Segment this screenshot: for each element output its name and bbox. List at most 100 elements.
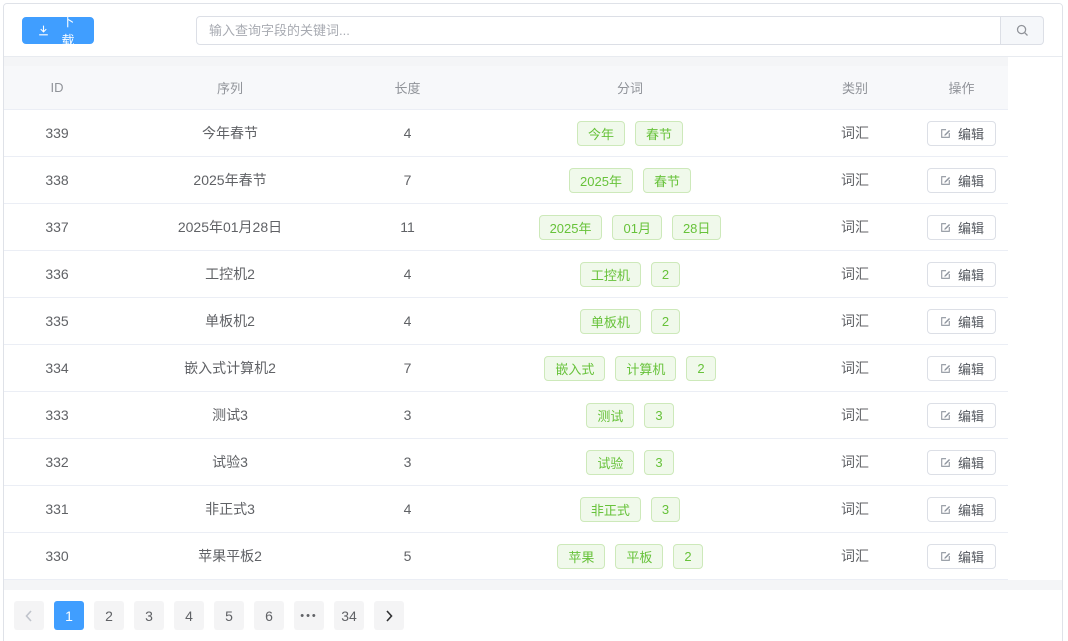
cell-tokens: 今年 春节	[465, 120, 795, 146]
edit-button[interactable]: 编辑	[926, 214, 996, 240]
edit-button[interactable]: 编辑	[926, 120, 996, 146]
cell-length: 3	[403, 454, 412, 470]
edit-icon	[939, 550, 952, 563]
col-header-sequence: 序列	[216, 81, 243, 96]
search-input[interactable]	[196, 15, 1001, 45]
table-row: 334 嵌入式计算机2 7 嵌入式 计算机 2 词汇 编辑	[4, 345, 1008, 392]
token-tag: 测试	[586, 402, 635, 428]
token-tag: 试验	[586, 449, 635, 475]
pager-page-6[interactable]: 6	[254, 601, 284, 630]
cell-length: 3	[403, 407, 412, 423]
cell-id: 331	[45, 501, 69, 517]
col-header-category: 类别	[841, 81, 868, 96]
download-button[interactable]: 下载	[22, 14, 94, 48]
cell-id: 336	[45, 266, 69, 282]
token-tag: 春节	[635, 120, 684, 146]
table-row: 330 苹果平板2 5 苹果 平板 2 词汇 编辑	[4, 533, 1008, 580]
edit-button[interactable]: 编辑	[926, 496, 996, 522]
cell-actions: 编辑	[915, 449, 1008, 475]
token-tag: 2025年	[538, 214, 603, 240]
cell-sequence: 今年春节	[202, 125, 258, 141]
edit-icon	[939, 456, 952, 469]
token-tag: 春节	[642, 167, 691, 193]
token-tag: 苹果	[557, 543, 606, 569]
words-table: ID 序列 长度 分词 类别 操作 339 今年春节 4 今年 春节 词汇	[4, 66, 1008, 580]
cell-tokens: 非正式 3	[465, 496, 795, 522]
pager-page-1[interactable]: 1	[54, 601, 84, 630]
token-tag: 28日	[671, 214, 722, 240]
token-tag: 计算机	[615, 355, 677, 381]
cell-sequence: 单板机2	[205, 313, 255, 329]
edit-icon	[939, 503, 952, 516]
content-card: 下载 ID 序列 长度	[3, 3, 1063, 641]
cell-length: 4	[403, 266, 412, 282]
cell-actions: 编辑	[915, 402, 1008, 428]
token-tag: 3	[644, 402, 674, 428]
table-row: 331 非正式3 4 非正式 3 词汇 编辑	[4, 486, 1008, 533]
search-group	[196, 15, 1044, 45]
edit-icon	[939, 268, 952, 281]
cell-sequence: 苹果平板2	[198, 548, 262, 564]
edit-button-label: 编辑	[957, 502, 984, 518]
edit-button[interactable]: 编辑	[926, 167, 996, 193]
cell-tokens: 苹果 平板 2	[465, 543, 795, 569]
pager-page-3[interactable]: 3	[134, 601, 164, 630]
col-header-length: 长度	[394, 81, 421, 96]
cell-actions: 编辑	[915, 214, 1008, 240]
section-divider	[4, 580, 1062, 590]
edit-button[interactable]: 编辑	[926, 261, 996, 287]
cell-category: 词汇	[841, 548, 869, 564]
cell-sequence: 工控机2	[205, 266, 255, 282]
token-tag: 非正式	[579, 496, 641, 522]
table-row: 338 2025年春节 7 2025年 春节 词汇 编辑	[4, 157, 1008, 204]
col-header-id: ID	[50, 80, 64, 95]
cell-actions: 编辑	[915, 543, 1008, 569]
cell-actions: 编辑	[915, 355, 1008, 381]
pager-page-34[interactable]: 34	[334, 601, 364, 630]
cell-actions: 编辑	[915, 308, 1008, 334]
cell-id: 333	[45, 407, 69, 423]
cell-sequence: 2025年01月28日	[177, 219, 283, 235]
cell-id: 332	[45, 454, 69, 470]
cell-length: 11	[400, 219, 415, 235]
edit-button-label: 编辑	[957, 267, 984, 283]
token-tag: 3	[650, 496, 681, 522]
cell-category: 词汇	[841, 172, 869, 188]
cell-id: 337	[45, 219, 69, 235]
toolbar: 下载	[4, 4, 1062, 57]
edit-button[interactable]: 编辑	[926, 402, 996, 428]
table-body: 339 今年春节 4 今年 春节 词汇 编辑 338 2025年春节 7 2025…	[4, 110, 1008, 580]
edit-button[interactable]: 编辑	[926, 308, 996, 334]
cell-length: 4	[403, 501, 412, 517]
token-tag: 2	[673, 543, 703, 569]
token-tag: 单板机	[579, 308, 641, 334]
edit-button[interactable]: 编辑	[926, 355, 996, 381]
cell-tokens: 测试 3	[465, 402, 795, 428]
chevron-right-icon	[384, 609, 394, 622]
cell-length: 4	[403, 313, 412, 329]
pager-more-button[interactable]: •••	[294, 601, 324, 630]
edit-button-label: 编辑	[957, 361, 984, 377]
col-header-tokens: 分词	[616, 81, 643, 96]
token-tag: 2	[650, 261, 681, 287]
edit-button[interactable]: 编辑	[926, 543, 996, 569]
cell-category: 词汇	[841, 501, 869, 517]
edit-icon	[939, 127, 952, 140]
edit-button-label: 编辑	[957, 455, 984, 471]
edit-button-label: 编辑	[957, 173, 984, 189]
pager-page-4[interactable]: 4	[174, 601, 204, 630]
cell-actions: 编辑	[915, 120, 1008, 146]
token-tag: 01月	[612, 214, 662, 240]
cell-actions: 编辑	[915, 496, 1008, 522]
pager-page-2[interactable]: 2	[94, 601, 124, 630]
pager-next-button[interactable]	[374, 601, 404, 630]
pager-prev-button[interactable]	[14, 601, 44, 630]
edit-button[interactable]: 编辑	[926, 449, 996, 475]
cell-category: 词汇	[841, 266, 869, 282]
search-button[interactable]	[1001, 15, 1044, 45]
edit-button-label: 编辑	[957, 220, 984, 236]
pager-page-5[interactable]: 5	[214, 601, 244, 630]
cell-sequence: 非正式3	[205, 501, 255, 517]
cell-category: 词汇	[841, 125, 869, 141]
